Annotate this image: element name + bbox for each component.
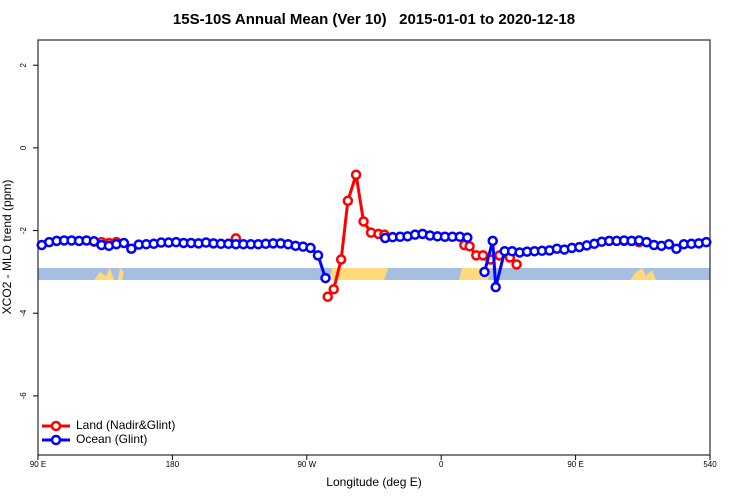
data-point [490, 281, 501, 293]
data-point [464, 241, 475, 252]
x-tick-label: 90 E [567, 460, 583, 469]
data-point [462, 232, 473, 243]
data-point [118, 237, 130, 249]
y-tick-label: 0 [19, 145, 28, 150]
land-ocean-strip [38, 268, 710, 280]
y-axis-label: XCO2 - MLO trend (ppm) [0, 180, 14, 315]
x-tick-label: 90 E [30, 460, 46, 469]
chart-title: 15S-10S Annual Mean (Ver 10) 2015-01-01 … [173, 11, 575, 28]
data-point [671, 243, 682, 254]
y-tick-label: -4 [19, 309, 28, 317]
x-tick-label: 90 W [297, 460, 316, 469]
data-point [305, 242, 316, 254]
data-point [479, 266, 490, 278]
x-axis-label: Longitude (deg E) [326, 475, 421, 489]
x-tick-label: 540 [703, 460, 717, 469]
data-point [126, 243, 137, 254]
data-point [487, 235, 498, 247]
data-point [328, 283, 339, 295]
y-tick-label: -6 [19, 392, 28, 400]
data-point [358, 216, 369, 227]
legend-marker [50, 434, 62, 446]
data-point [511, 259, 522, 270]
x-tick-label: 180 [166, 460, 180, 469]
data-point [701, 236, 712, 248]
legend-marker [50, 420, 62, 432]
data-point [320, 272, 331, 284]
y-tick-label: -2 [19, 226, 28, 234]
legend-label: Ocean (Glint) [76, 432, 147, 446]
legend-label: Land (Nadir&Glint) [76, 418, 175, 432]
y-tick-label: 2 [19, 62, 28, 67]
data-point [335, 254, 347, 265]
data-point [322, 291, 333, 302]
data-point [350, 169, 362, 181]
data-point [342, 195, 354, 207]
x-tick-label: 0 [439, 460, 444, 469]
data-point [312, 250, 324, 261]
data-point [477, 250, 489, 261]
data-point [663, 238, 675, 250]
